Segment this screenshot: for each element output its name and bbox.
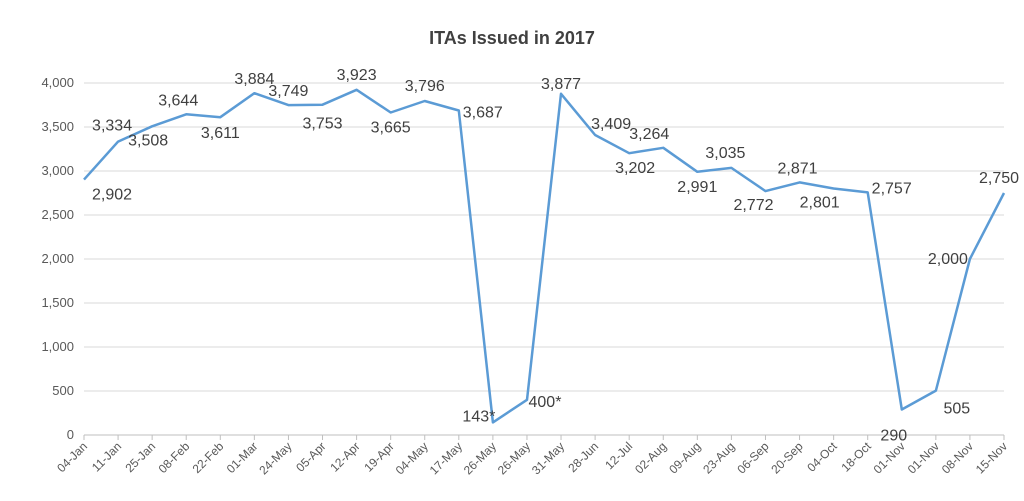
data-label: 3,644	[158, 92, 198, 109]
data-label: 400*	[529, 394, 562, 411]
x-tick-label: 09-Aug	[666, 439, 703, 476]
data-label: 290	[880, 427, 907, 444]
x-tick-label: 08-Nov	[939, 439, 976, 476]
x-tick-label: 01-Nov	[905, 439, 942, 476]
y-tick-label: 0	[67, 427, 74, 442]
data-label: 505	[944, 401, 971, 418]
data-label: 3,202	[615, 160, 655, 177]
y-tick-label: 2,000	[41, 251, 74, 266]
x-tick-label: 31-May	[529, 439, 567, 477]
x-tick-label: 17-May	[427, 439, 465, 477]
y-tick-label: 500	[52, 383, 74, 398]
gridlines	[84, 82, 1004, 436]
x-tick-label: 06-Sep	[734, 439, 771, 476]
series-line	[83, 88, 1006, 424]
data-label: 3,409	[591, 116, 631, 133]
y-tick-label: 3,000	[41, 163, 74, 178]
y-tick-label: 3,500	[41, 119, 74, 134]
data-label: 3,508	[128, 132, 168, 149]
data-label: 3,687	[463, 105, 503, 122]
data-label: 2,801	[800, 195, 840, 212]
data-label: 3,611	[201, 125, 240, 142]
data-label: 2,757	[872, 180, 912, 197]
data-label: 3,796	[405, 78, 445, 95]
x-tick-label: 11-Jan	[89, 439, 124, 474]
x-tick-label: 25-Jan	[122, 439, 158, 475]
x-tick-label: 22-Feb	[190, 439, 227, 476]
data-label: 2,772	[733, 197, 773, 214]
data-label: 2,991	[677, 179, 717, 196]
x-tick-label: 20-Sep	[768, 439, 805, 476]
data-label: 3,884	[234, 71, 274, 88]
x-tick-label: 23-Aug	[700, 439, 737, 476]
x-tick-label: 15-Nov	[973, 439, 1010, 476]
data-label: 3,923	[337, 67, 377, 84]
y-tick-label: 2,500	[41, 207, 74, 222]
series-line-layer	[83, 88, 1006, 424]
x-tick-label: 08-Feb	[156, 439, 193, 476]
x-tick-label: 04-Jan	[54, 439, 90, 475]
data-label: 3,334	[92, 118, 132, 135]
x-tick-label: 01-Mar	[224, 439, 261, 476]
x-tick-label: 28-Jun	[565, 439, 601, 475]
y-tick-label: 1,500	[41, 295, 74, 310]
data-label: 2,750	[979, 170, 1019, 187]
x-tick-label: 12-Jul	[602, 439, 635, 472]
x-tick-label: 04-May	[393, 439, 431, 477]
x-tick-label: 12-Apr	[327, 439, 362, 474]
data-label: 3,877	[541, 76, 581, 93]
data-label: 3,035	[705, 145, 745, 162]
y-axis-ticks: 0 500 1,000 1,500 2,000 2,500 3,000 3,500 4,000	[41, 75, 74, 442]
x-tick-label: 18-Oct	[838, 439, 874, 475]
data-label: 2,902	[92, 187, 132, 204]
x-tick-label: 19-Apr	[361, 439, 396, 474]
data-label: 3,749	[268, 83, 308, 100]
data-label: 143*	[462, 408, 495, 425]
data-label: 3,753	[302, 116, 342, 133]
x-tick-label: 05-Apr	[293, 439, 328, 474]
x-axis-ticks: 04-Jan11-Jan25-Jan08-Feb22-Feb01-Mar24-M…	[54, 435, 1010, 477]
x-tick-label: 26-May	[461, 439, 499, 477]
x-tick-label: 02-Aug	[632, 439, 669, 476]
x-tick-label: 01-Nov	[871, 439, 908, 476]
data-label: 2,000	[928, 251, 968, 268]
y-tick-label: 1,000	[41, 339, 74, 354]
x-tick-label: 04-Oct	[804, 439, 840, 475]
data-label: 3,264	[629, 126, 669, 143]
data-label: 2,871	[778, 160, 818, 177]
data-label: 3,665	[371, 119, 411, 136]
x-tick-label: 26-May	[495, 439, 533, 477]
x-tick-label: 24-May	[256, 439, 294, 477]
chart-title: ITAs Issued in 2017	[429, 28, 595, 48]
y-tick-label: 4,000	[41, 75, 74, 90]
